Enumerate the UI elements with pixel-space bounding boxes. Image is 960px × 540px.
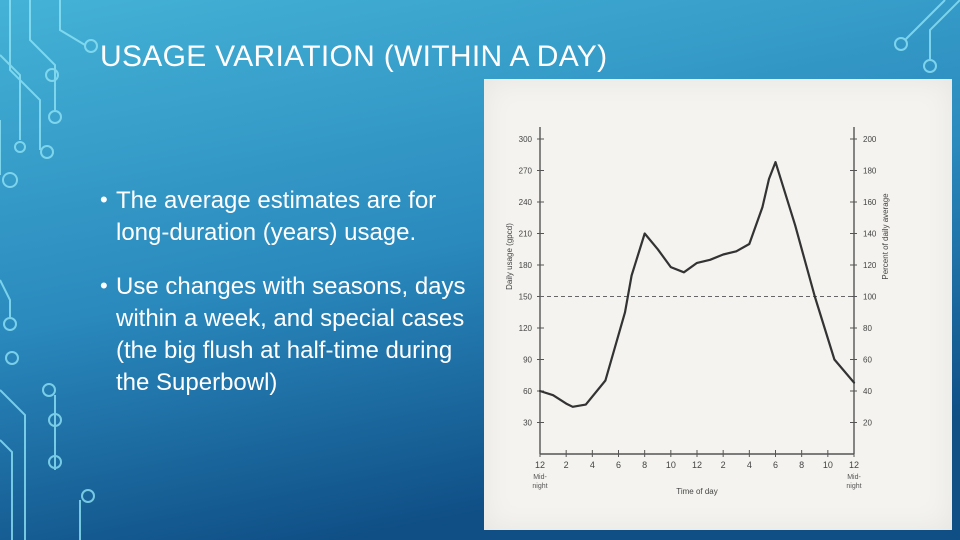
x-tick-label: 8 xyxy=(799,460,804,470)
usage-data-point xyxy=(571,405,574,408)
bullet-item: • Use changes with seasons, days within … xyxy=(100,271,470,399)
y-axis-left-label: Daily usage (gpcd) xyxy=(505,223,514,290)
x-sublabel: night xyxy=(532,483,547,490)
x-tick-label: 4 xyxy=(590,460,595,470)
chart-photo: 30 60 90 120 150 180 210 240 270 300 20 40 60 80 100 12… xyxy=(484,79,952,530)
usage-data-point xyxy=(539,390,541,392)
usage-data-point xyxy=(709,258,711,261)
y-axis-right-label: Percent of daily average xyxy=(881,193,890,280)
bullet-list: • The average estimates are for long-dur… xyxy=(100,185,470,421)
usage-data-point xyxy=(604,379,607,382)
x-tick-label: 8 xyxy=(642,460,647,470)
bullet-item: • The average estimates are for long-dur… xyxy=(100,185,470,249)
usage-data-point xyxy=(670,266,672,268)
x-tick-label: 2 xyxy=(721,460,726,470)
slide-title: USAGE VARIATION (WITHIN A DAY) xyxy=(100,40,608,73)
usage-data-point xyxy=(624,311,626,314)
y-left-tick-label: 180 xyxy=(519,261,533,270)
usage-data-point xyxy=(643,232,646,235)
y-right-tick-label: 200 xyxy=(863,135,877,144)
x-tick-label: 2 xyxy=(564,460,569,470)
y-left-tick-label: 240 xyxy=(519,198,533,207)
usage-data-point xyxy=(722,253,724,256)
x-tick-label: 6 xyxy=(773,460,778,470)
usage-data-point xyxy=(630,274,633,277)
y-right-tick-label: 80 xyxy=(863,324,872,333)
usage-data-point xyxy=(768,178,770,180)
usage-data-point xyxy=(565,402,567,405)
usage-chart: 3060901201501802102402703002040608010012… xyxy=(505,127,890,496)
usage-data-point xyxy=(696,262,698,264)
usage-data-point xyxy=(748,243,751,245)
usage-data-point xyxy=(683,271,685,274)
y-left-tick-label: 30 xyxy=(523,419,532,428)
y-right-tick-label: 20 xyxy=(863,419,872,428)
y-right-tick-label: 100 xyxy=(863,293,877,302)
y-left-tick-label: 120 xyxy=(519,324,533,333)
x-sublabel: Mid- xyxy=(533,474,547,481)
usage-data-point xyxy=(552,394,554,397)
x-tick-label: 12 xyxy=(692,460,702,470)
y-left-tick-label: 210 xyxy=(519,230,533,239)
y-right-tick-label: 60 xyxy=(863,356,872,365)
x-sublabel: night xyxy=(846,483,861,490)
y-left-tick-label: 300 xyxy=(519,135,533,144)
x-tick-label: 10 xyxy=(823,460,833,470)
x-tick-label: 10 xyxy=(666,460,676,470)
x-tick-label: 6 xyxy=(616,460,621,470)
usage-data-point xyxy=(794,224,796,226)
y-right-tick-label: 40 xyxy=(863,387,872,396)
y-right-tick-label: 120 xyxy=(863,261,877,270)
usage-data-point xyxy=(584,403,587,406)
bullet-text: The average estimates are for long-durat… xyxy=(116,187,437,246)
y-right-tick-label: 140 xyxy=(863,230,877,239)
usage-data-point xyxy=(761,206,764,209)
x-tick-label: 12 xyxy=(849,460,859,470)
bullet-text: Use changes with seasons, days within a … xyxy=(116,273,466,396)
usage-data-point xyxy=(853,381,855,384)
y-left-tick-label: 60 xyxy=(523,387,532,396)
y-right-tick-label: 160 xyxy=(863,198,877,207)
usage-data-point xyxy=(813,295,816,298)
usage-data-point xyxy=(774,161,777,163)
x-tick-label: 12 xyxy=(535,460,545,470)
y-left-tick-label: 270 xyxy=(519,167,533,176)
y-right-tick-label: 180 xyxy=(863,167,877,176)
bullet-dot-icon: • xyxy=(100,273,108,298)
x-tick-label: 4 xyxy=(747,460,752,470)
bullet-dot-icon: • xyxy=(100,187,108,212)
usage-line-series xyxy=(538,160,856,408)
x-sublabel: Mid- xyxy=(847,474,861,481)
usage-data-point xyxy=(833,358,836,361)
usage-data-point xyxy=(735,250,738,253)
usage-data-point xyxy=(656,248,659,251)
x-axis-label: Time of day xyxy=(676,487,718,496)
y-left-tick-label: 150 xyxy=(519,293,533,302)
y-left-tick-label: 90 xyxy=(523,356,532,365)
